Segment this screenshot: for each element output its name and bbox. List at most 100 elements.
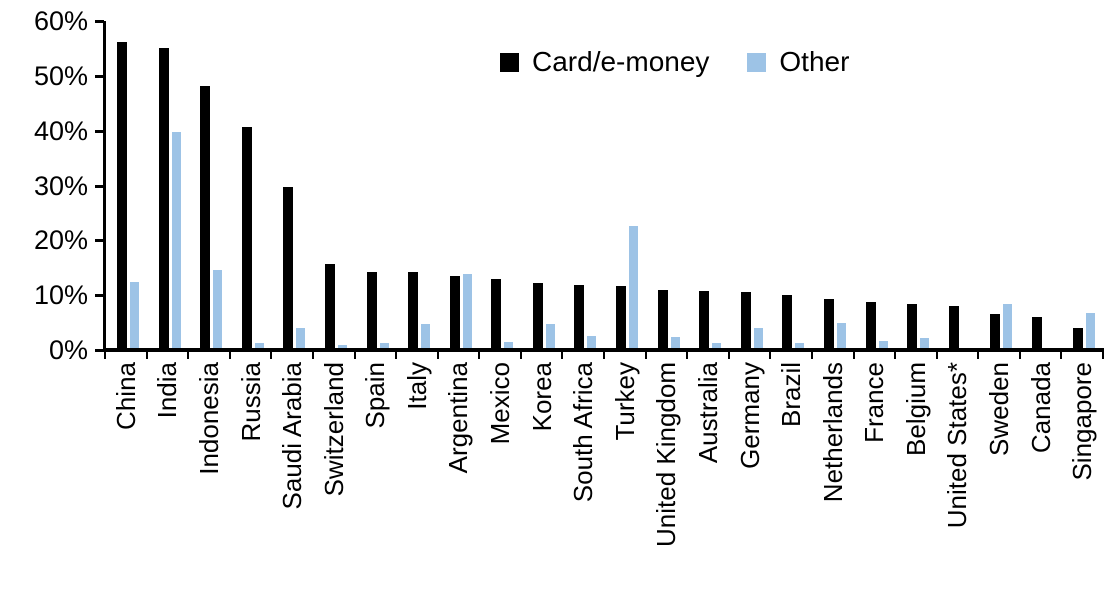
x-label-netherlands: Netherlands xyxy=(817,362,848,503)
bar-card-e-money-canada xyxy=(1032,317,1042,350)
x-tick-mark xyxy=(228,352,231,359)
x-label-germany: Germany xyxy=(734,362,765,469)
x-label-spain: Spain xyxy=(360,362,391,429)
y-tick-mark xyxy=(95,349,104,352)
bar-other-switzerland xyxy=(338,345,347,350)
x-label-france: France xyxy=(859,362,890,443)
y-tick-mark xyxy=(95,74,104,78)
bar-other-turkey xyxy=(629,226,638,350)
x-label-indonesia: Indonesia xyxy=(193,362,224,475)
bar-card-e-money-saudi-arabia xyxy=(283,187,293,350)
bar-other-brazil xyxy=(795,343,804,350)
x-label-italy: Italy xyxy=(401,362,432,410)
bar-card-e-money-argentina xyxy=(450,276,460,350)
x-label-brazil: Brazil xyxy=(776,362,807,428)
legend-label-other: Other xyxy=(779,46,850,77)
bar-card-e-money-switzerland xyxy=(325,264,335,350)
x-label-south-africa: South Africa xyxy=(568,362,599,503)
x-tick-mark xyxy=(1018,352,1021,359)
x-label-russia: Russia xyxy=(235,362,266,442)
bar-other-south-africa xyxy=(587,336,596,350)
bar-card-e-money-south-africa xyxy=(574,285,584,350)
bar-card-e-money-italy xyxy=(408,272,418,350)
x-tick-mark xyxy=(1102,352,1104,359)
bar-card-e-money-mexico xyxy=(491,279,501,350)
x-label-turkey: Turkey xyxy=(609,362,640,441)
x-tick-mark xyxy=(104,352,106,359)
legend-swatch-card-e-money xyxy=(500,52,519,72)
bar-other-italy xyxy=(421,324,430,350)
bar-other-india xyxy=(172,132,181,350)
x-label-saudi-arabia: Saudi Arabia xyxy=(277,362,308,510)
y-tick-label-60: 60% xyxy=(33,6,88,36)
y-tick-mark xyxy=(95,294,104,298)
y-axis-line xyxy=(103,21,106,351)
x-tick-mark xyxy=(769,352,772,359)
bar-card-e-money-australia xyxy=(699,291,709,350)
x-tick-mark xyxy=(935,352,938,359)
legend-label-card-e-money: Card/e-money xyxy=(532,46,710,77)
x-tick-mark xyxy=(686,352,689,359)
legend-swatch-other xyxy=(747,52,767,72)
x-label-sweden: Sweden xyxy=(984,362,1015,456)
chart-legend: Card/e-money Other xyxy=(500,46,849,78)
y-tick-label-30: 30% xyxy=(33,170,88,201)
bar-card-e-money-turkey xyxy=(616,286,626,350)
bar-other-saudi-arabia xyxy=(296,328,305,350)
x-tick-mark xyxy=(395,352,398,359)
x-tick-mark xyxy=(644,352,647,359)
x-label-switzerland: Switzerland xyxy=(318,362,349,497)
bar-other-russia xyxy=(255,343,264,350)
x-tick-mark xyxy=(727,352,730,359)
bar-card-e-money-sweden xyxy=(990,314,1000,350)
bar-card-e-money-united-kingdom xyxy=(658,290,668,350)
x-tick-mark xyxy=(603,352,605,359)
x-tick-mark xyxy=(270,352,273,359)
bar-other-germany xyxy=(754,328,763,350)
x-axis-line xyxy=(103,348,1104,352)
x-label-singapore: Singapore xyxy=(1067,362,1098,481)
bar-other-korea xyxy=(546,324,555,350)
x-tick-mark xyxy=(852,352,855,359)
legend-item-other: Other xyxy=(747,46,849,78)
y-tick-mark xyxy=(95,20,104,23)
bar-card-e-money-russia xyxy=(242,127,252,350)
bar-card-e-money-united-states xyxy=(949,306,959,350)
y-tick-mark xyxy=(95,239,104,243)
bar-other-spain xyxy=(380,343,389,350)
bar-other-united-kingdom xyxy=(671,337,680,350)
y-tick-label-20: 20% xyxy=(33,225,88,256)
bar-other-argentina xyxy=(463,274,472,350)
bar-other-france xyxy=(879,341,888,350)
x-label-belgium: Belgium xyxy=(900,362,931,456)
legend-item-card-e-money: Card/e-money xyxy=(500,46,709,78)
bar-other-china xyxy=(130,282,139,350)
bar-other-indonesia xyxy=(213,270,222,350)
x-tick-mark xyxy=(145,352,148,359)
x-tick-mark xyxy=(311,352,314,359)
bar-card-e-money-singapore xyxy=(1073,328,1083,350)
y-tick-mark xyxy=(95,184,104,188)
y-tick-label-10: 10% xyxy=(33,280,88,311)
x-label-united-kingdom: United Kingdom xyxy=(651,362,682,547)
x-label-korea: Korea xyxy=(526,362,557,432)
y-tick-label-50: 50% xyxy=(33,60,88,91)
bar-card-e-money-india xyxy=(159,48,169,350)
bar-card-e-money-belgium xyxy=(907,304,917,350)
x-tick-mark xyxy=(977,352,980,359)
bar-card-e-money-netherlands xyxy=(824,299,834,350)
bar-other-sweden xyxy=(1003,304,1012,350)
x-label-mexico: Mexico xyxy=(485,362,516,445)
bar-card-e-money-china xyxy=(117,42,127,350)
x-label-australia: Australia xyxy=(692,362,723,464)
x-label-china: China xyxy=(110,362,141,430)
x-tick-mark xyxy=(478,352,481,359)
x-tick-mark xyxy=(894,352,897,359)
x-label-india: India xyxy=(152,362,183,419)
x-tick-mark xyxy=(353,352,356,359)
y-tick-label-0: 0% xyxy=(48,335,88,365)
bar-card-e-money-indonesia xyxy=(200,86,210,350)
x-label-united-states: United States* xyxy=(942,362,973,529)
bar-other-belgium xyxy=(920,338,929,350)
